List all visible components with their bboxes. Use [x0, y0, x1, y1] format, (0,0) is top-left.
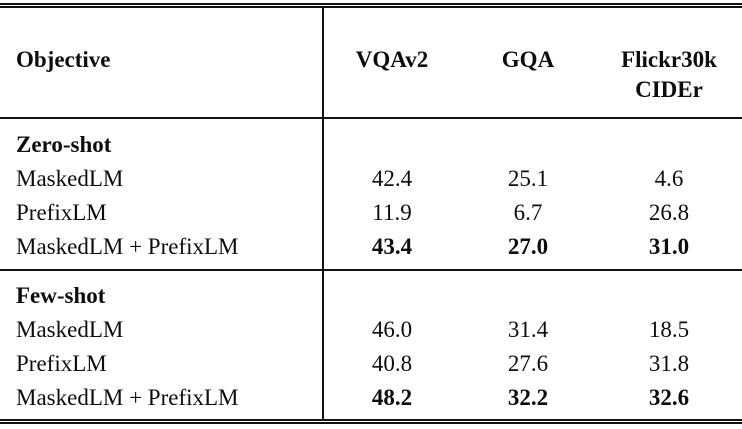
table-row: MaskedLM + PrefixLM 43.4 27.0 31.0 [0, 230, 742, 264]
cell-gqa: 6.7 [513, 200, 543, 225]
cell-gqa: 31.4 [507, 317, 549, 342]
row-label-prefixlm: PrefixLM [16, 351, 107, 376]
section-zero-shot: Zero-shot MaskedLM 42.4 25.1 4.6 PrefixL… [0, 119, 742, 269]
header-separator-rule [0, 117, 742, 119]
empty-cell [596, 128, 742, 162]
cell-flickr30k: 18.5 [648, 317, 690, 342]
table-row: PrefixLM 11.9 6.7 26.8 [0, 196, 742, 230]
table-row: PrefixLM 40.8 27.6 31.8 [0, 347, 742, 381]
header-flickr30k-line2: CIDEr [635, 77, 703, 102]
table-bottom-rule [0, 419, 742, 424]
cell-flickr30k: 31.8 [648, 351, 690, 376]
header-flickr30k-line1: Flickr30k [621, 47, 717, 72]
column-divider-line [322, 8, 324, 419]
section-title-row: Few-shot [0, 279, 742, 313]
row-label-maskedlm-plus-prefixlm: MaskedLM + PrefixLM [16, 234, 239, 259]
cell-flickr30k: 31.0 [648, 234, 690, 259]
table-row: MaskedLM + PrefixLM 48.2 32.2 32.6 [0, 381, 742, 415]
section-separator-rule [0, 269, 742, 271]
cell-vqav2: 11.9 [372, 200, 412, 225]
cell-flickr30k: 32.6 [648, 385, 690, 410]
table-row: MaskedLM 46.0 31.4 18.5 [0, 313, 742, 347]
header-vqav2: VQAv2 [355, 47, 429, 72]
cell-vqav2: 46.0 [371, 317, 413, 342]
cell-flickr30k: 4.6 [654, 166, 684, 191]
section-title-few-shot: Few-shot [16, 283, 106, 308]
cell-vqav2: 43.4 [371, 234, 413, 259]
header-objective: Objective [16, 47, 111, 72]
empty-cell [324, 279, 460, 313]
table-header-row: Objective VQAv2 GQA Flickr30k CIDEr [0, 8, 742, 117]
cell-vqav2: 40.8 [371, 351, 413, 376]
row-label-maskedlm-plus-prefixlm: MaskedLM + PrefixLM [16, 385, 239, 410]
empty-cell [324, 128, 460, 162]
cell-vqav2: 42.4 [371, 166, 413, 191]
cell-flickr30k: 26.8 [648, 200, 690, 225]
header-gqa: GQA [501, 47, 555, 72]
header-flickr30k-cider: Flickr30k CIDEr [596, 8, 742, 117]
cell-gqa: 32.2 [507, 385, 549, 410]
cell-gqa: 25.1 [507, 166, 549, 191]
row-label-prefixlm: PrefixLM [16, 200, 107, 225]
table-top-rule [0, 3, 742, 8]
empty-cell [460, 128, 596, 162]
row-label-maskedlm: MaskedLM [16, 166, 124, 191]
row-label-maskedlm: MaskedLM [16, 317, 124, 342]
cell-gqa: 27.6 [507, 351, 549, 376]
section-few-shot: Few-shot MaskedLM 46.0 31.4 18.5 PrefixL… [0, 271, 742, 419]
section-title-zero-shot: Zero-shot [16, 132, 112, 157]
empty-cell [460, 279, 596, 313]
cell-gqa: 27.0 [507, 234, 549, 259]
cell-vqav2: 48.2 [371, 385, 413, 410]
empty-cell [596, 279, 742, 313]
table-row: MaskedLM 42.4 25.1 4.6 [0, 162, 742, 196]
section-title-row: Zero-shot [0, 128, 742, 162]
